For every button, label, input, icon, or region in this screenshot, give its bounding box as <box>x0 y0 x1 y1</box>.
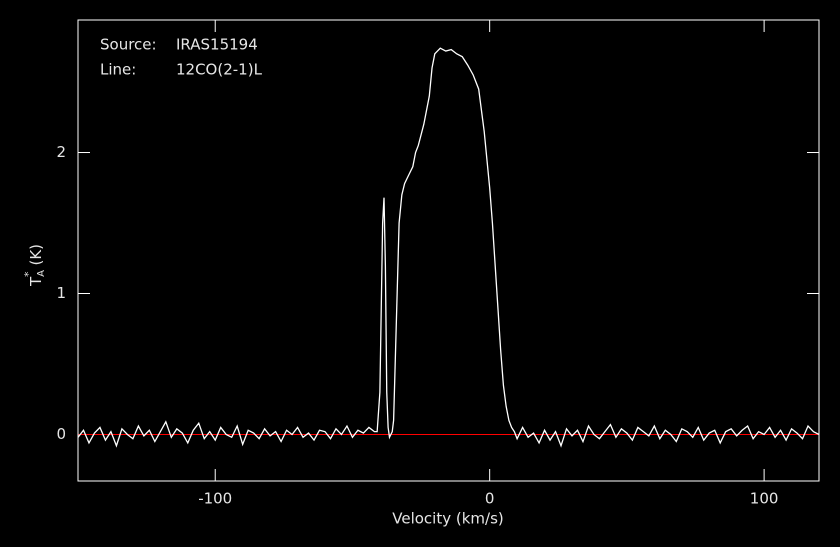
y-tick-label: 1 <box>56 284 66 302</box>
x-tick-label: 100 <box>750 490 779 508</box>
line-name: 12CO(2-1)L <box>176 61 263 79</box>
y-tick-label: 2 <box>56 143 66 161</box>
y-label-subscript: A <box>36 270 47 277</box>
source-label: Source: <box>100 36 157 54</box>
y-label-symbol: T <box>27 276 45 287</box>
x-tick-label: -100 <box>198 490 232 508</box>
line-label: Line: <box>100 61 136 79</box>
y-axis-label: TA* (K) <box>22 244 47 287</box>
x-tick-label: 0 <box>485 490 495 508</box>
plot-frame <box>77 19 820 482</box>
spectrum-line <box>77 47 820 448</box>
x-axis-label: Velocity (km/s) <box>392 510 503 528</box>
y-label-unit: (K) <box>27 244 45 266</box>
y-tick-label: 0 <box>56 425 66 443</box>
source-name: IRAS15194 <box>176 36 258 54</box>
y-label-superscript: * <box>22 271 35 277</box>
